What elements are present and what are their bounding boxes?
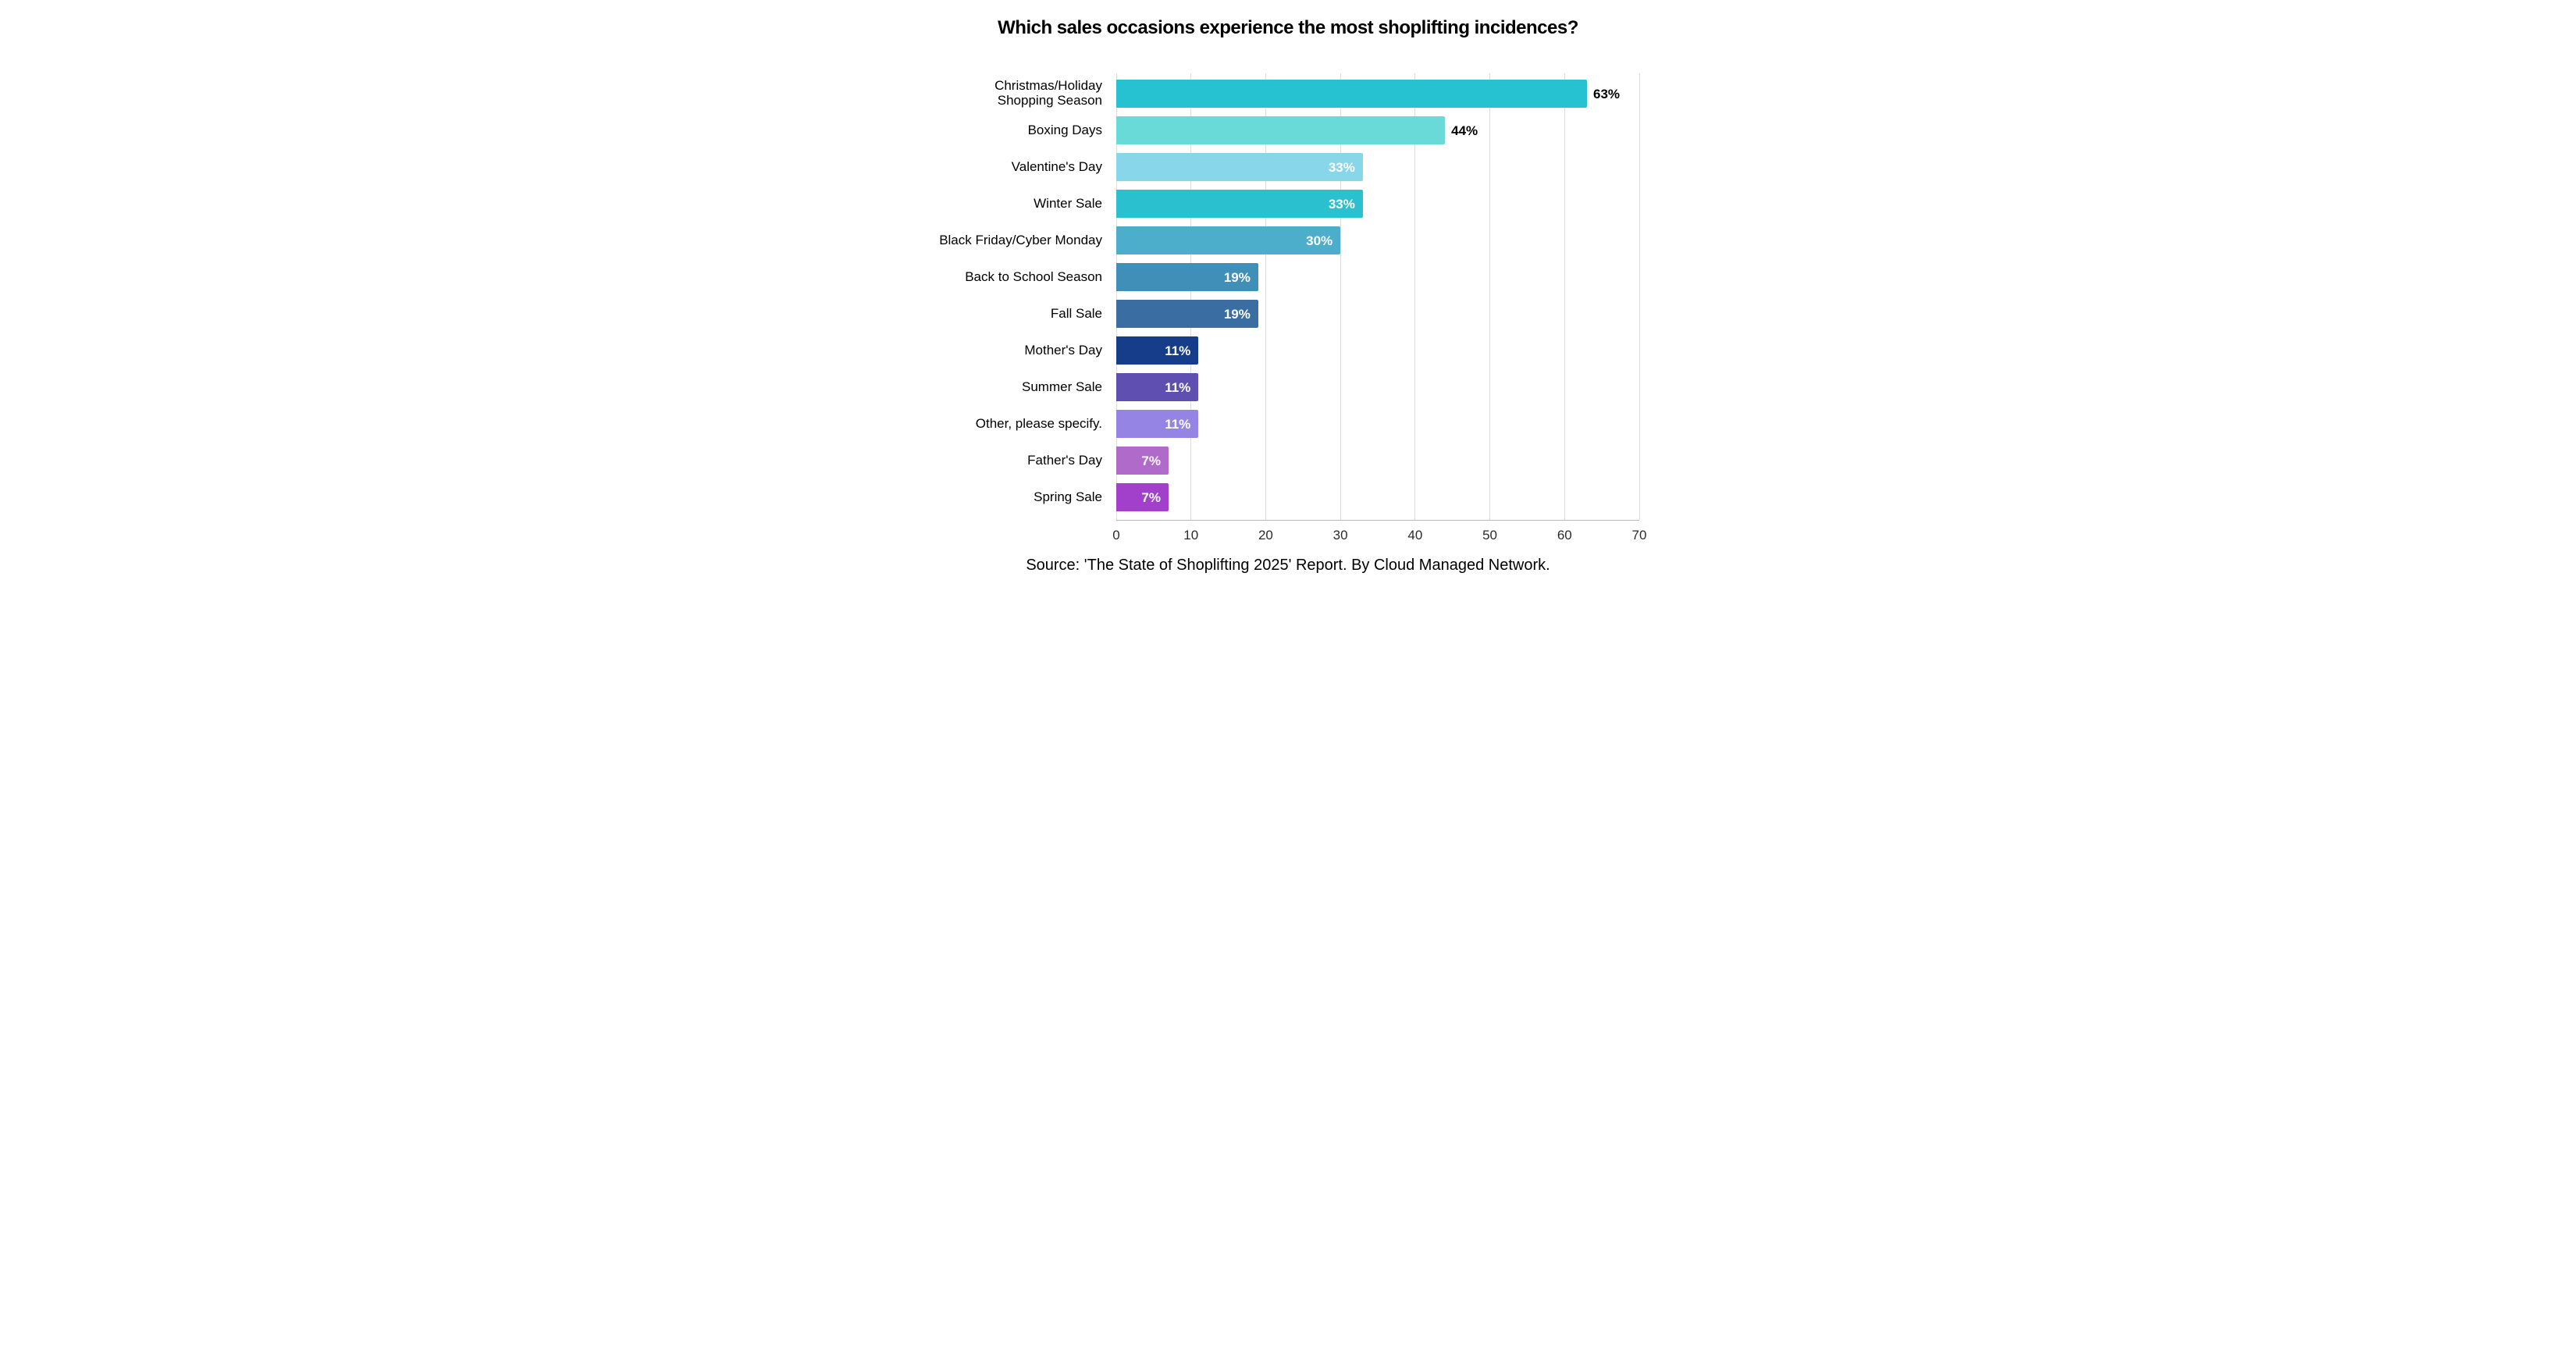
x-axis-tick-label: 30: [1333, 528, 1348, 543]
y-axis-category-label: Fall Sale: [938, 307, 1102, 322]
y-axis-category-label: Boxing Days: [938, 123, 1102, 138]
bar-value-label: 44%: [1451, 123, 1478, 139]
y-axis-category-label: Mother's Day: [938, 343, 1102, 358]
y-axis-category-label: Back to School Season: [938, 270, 1102, 285]
bar-value-label: 11%: [1116, 380, 1190, 396]
chart-title: Which sales occasions experience the mos…: [703, 17, 1873, 39]
bar: [1116, 80, 1587, 108]
x-axis-tick-label: 60: [1557, 528, 1572, 543]
chart-area: 010203040506070Christmas/Holiday Shoppin…: [1116, 73, 1639, 520]
bar-value-label: 30%: [1116, 233, 1332, 249]
chart-page: Which sales occasions experience the mos…: [703, 0, 1873, 615]
x-gridline: [1639, 73, 1640, 520]
y-axis-category-label: Black Friday/Cyber Monday: [938, 233, 1102, 248]
x-axis-tick-label: 70: [1632, 528, 1647, 543]
bar-value-label: 33%: [1116, 160, 1355, 176]
x-axis-tick-label: 50: [1482, 528, 1497, 543]
bar-value-label: 11%: [1116, 343, 1190, 359]
bar-value-label: 7%: [1116, 454, 1161, 469]
y-axis-category-label: Summer Sale: [938, 380, 1102, 395]
x-axis-tick-label: 20: [1258, 528, 1273, 543]
y-axis-category-label: Other, please specify.: [938, 417, 1102, 432]
y-axis-category-label: Spring Sale: [938, 490, 1102, 505]
y-axis-category-label: Winter Sale: [938, 197, 1102, 212]
source-attribution: Source: 'The State of Shoplifting 2025' …: [703, 557, 1873, 575]
x-axis-line: [1116, 520, 1639, 521]
x-axis-tick-label: 0: [1112, 528, 1119, 543]
bar: [1116, 116, 1445, 144]
bar-value-label: 63%: [1593, 87, 1620, 102]
plot-region: 010203040506070Christmas/Holiday Shoppin…: [1116, 73, 1639, 520]
x-gridline: [1489, 73, 1490, 520]
bar-value-label: 19%: [1116, 270, 1251, 286]
x-gridline: [1564, 73, 1565, 520]
x-axis-tick-label: 10: [1183, 528, 1198, 543]
bar-value-label: 33%: [1116, 197, 1355, 212]
bar-value-label: 11%: [1116, 417, 1190, 432]
y-axis-category-label: Christmas/Holiday Shopping Season: [938, 79, 1102, 108]
x-axis-tick-label: 40: [1407, 528, 1422, 543]
bar-value-label: 19%: [1116, 307, 1251, 322]
bar-value-label: 7%: [1116, 490, 1161, 506]
y-axis-category-label: Father's Day: [938, 454, 1102, 468]
y-axis-category-label: Valentine's Day: [938, 160, 1102, 175]
